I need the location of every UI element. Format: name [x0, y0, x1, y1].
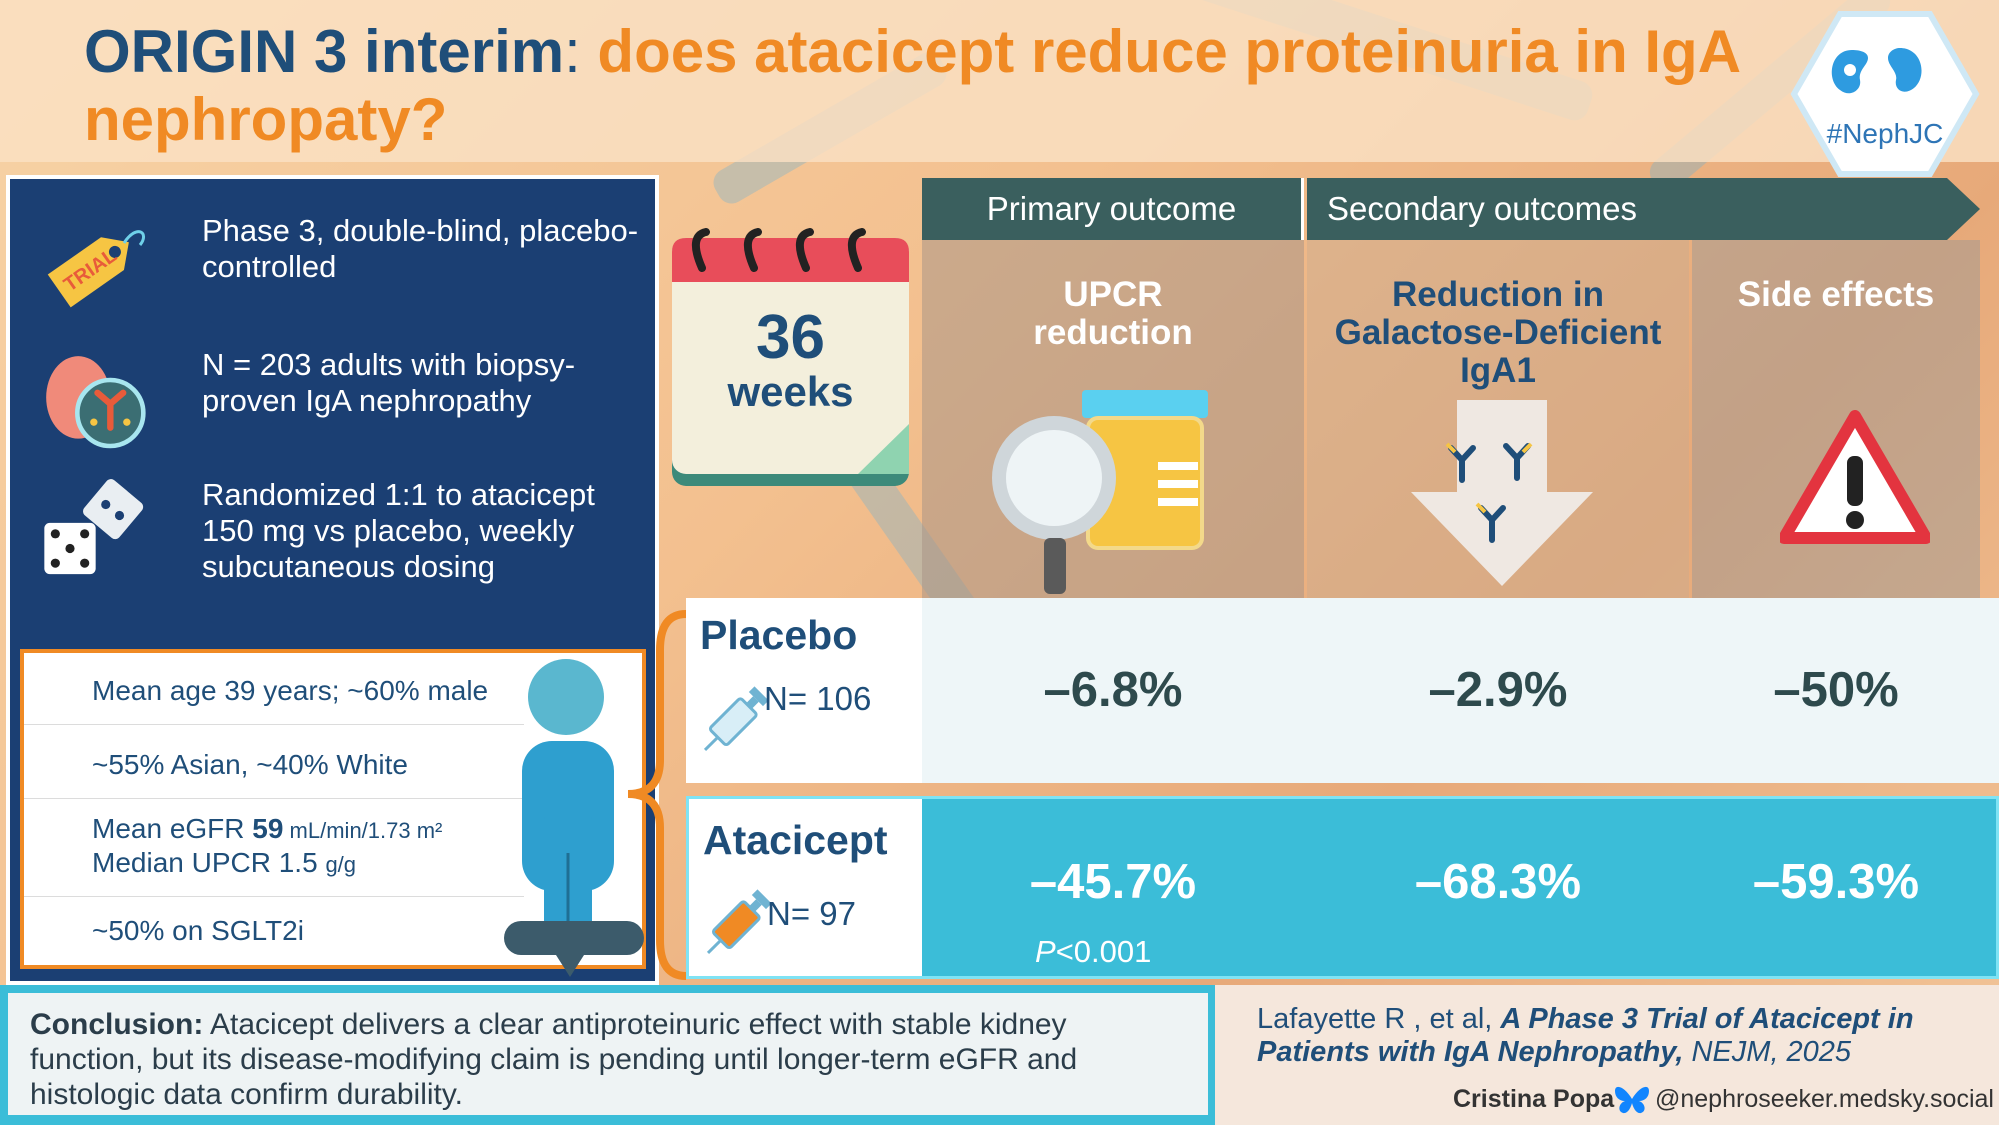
atacicept-side-effects-value: –59.3%	[1752, 855, 1920, 909]
title-question: does atacicept reduce proteinuria in IgA…	[84, 18, 1739, 153]
design-text: N = 203 adults with biopsy-proven IgA ne…	[202, 347, 576, 418]
gdiga1-title: Reduction in Galactose-Deficient IgA1	[1334, 275, 1662, 390]
arrow-banner-icon	[1307, 178, 1980, 240]
atacicept-arm-name: Atacicept	[703, 817, 888, 863]
egfr-value: 59	[252, 813, 284, 844]
secondary-outcomes-header: Secondary outcomes	[1307, 178, 1980, 240]
placebo-gdiga1-value: –2.9%	[1428, 663, 1568, 717]
atacicept-label-cell: Atacicept N= 97	[689, 799, 922, 976]
study-design-panel: TRIAL Phase 3, double-blind, placebo-con…	[6, 175, 659, 985]
demographics-row: Mean eGFR 59 mL/min/1.73 m² Median UPCR …	[24, 799, 524, 897]
p-threshold: <0.001	[1055, 934, 1152, 969]
conclusion-text: Atacicept delivers a clear antiproteinur…	[30, 1008, 1078, 1111]
upcr-label: Median UPCR 1.5	[92, 847, 326, 878]
p-value: P<0.001	[1035, 934, 1151, 970]
atacicept-n: N= 97	[767, 895, 856, 932]
kidney-icon	[1888, 48, 1922, 92]
column-title: Reduction in Galactose-Deficient IgA1	[1307, 276, 1689, 390]
demographics-text: ~55% Asian, ~40% White	[92, 749, 408, 780]
badge-label: #NephJC	[1826, 118, 1944, 149]
upcr-title: UPCR reduction	[1033, 275, 1193, 352]
trial-tag-icon: TRIAL	[47, 230, 146, 308]
demographics-row: Mean age 39 years; ~60% male	[24, 653, 524, 725]
bracket-connector	[627, 610, 687, 980]
atacicept-gdiga1-value: –68.3%	[1414, 855, 1582, 909]
design-feature: TRIAL Phase 3, double-blind, placebo-con…	[10, 213, 650, 323]
placebo-upcr-value: –6.8%	[1043, 663, 1183, 717]
demographics-row: ~50% on SGLT2i	[24, 897, 524, 965]
duration-number: 36	[756, 303, 825, 372]
conclusion-label: Conclusion:	[30, 1008, 204, 1041]
design-feature: N = 203 adults with biopsy-proven IgA ne…	[10, 347, 650, 467]
duration-unit: weeks	[727, 368, 854, 415]
demographics-text: Mean age 39 years; ~60% male	[92, 675, 489, 706]
syringe-icon	[706, 889, 772, 955]
kidney-icon	[1831, 50, 1868, 94]
placebo-arm-name: Placebo	[700, 612, 858, 658]
demographics-box: Mean age 39 years; ~60% male ~55% Asian,…	[20, 649, 646, 977]
column-title: UPCR reduction	[922, 276, 1304, 352]
placebo-n: N= 106	[764, 680, 872, 717]
nephjc-badge: #NephJC	[1790, 10, 1980, 178]
footer: Conclusion: Atacicept delivers a clear a…	[0, 985, 1999, 1125]
person-icon	[504, 659, 644, 977]
atacicept-upcr-value: –45.7%	[1029, 855, 1197, 909]
design-feature: Randomized 1:1 to atacicept 150 mg vs pl…	[10, 477, 650, 597]
urine-sample-magnifier-icon	[992, 390, 1208, 594]
p-letter: P	[1035, 934, 1056, 969]
title-colon: :	[564, 18, 581, 85]
egfr-unit: mL/min/1.73 m²	[283, 818, 443, 843]
syringe-icon	[703, 686, 769, 752]
demographics-row: ~55% Asian, ~40% White	[24, 725, 524, 799]
placebo-side-effects-value: –50%	[1773, 663, 1899, 717]
title-trial-name: ORIGIN 3 interim	[84, 18, 565, 85]
warning-icon	[1780, 410, 1930, 544]
citation-authors: Lafayette R , et al,	[1257, 1003, 1501, 1035]
side-effects-title: Side effects	[1737, 275, 1935, 314]
kidney-antibody-icon	[46, 356, 146, 449]
citation-journal: NEJM, 2025	[1683, 1036, 1852, 1068]
design-text: Phase 3, double-blind, placebo-controlle…	[202, 213, 639, 284]
citation-title: A Phase 3 Trial of Atacicept in Patients…	[1257, 1003, 1914, 1068]
citation-text: Lafayette R , et al, A Phase 3 Trial of …	[1257, 1003, 1977, 1069]
placebo-row: Placebo N= 106 –6.8% –2.9% –50%	[686, 598, 1999, 783]
demographics-text: ~50% on SGLT2i	[92, 915, 304, 946]
upcr-unit: g/g	[325, 852, 357, 877]
calendar-icon: 36 weeks	[668, 228, 913, 490]
hexagon-icon	[1790, 11, 1980, 177]
egfr-label: Mean eGFR	[92, 813, 253, 844]
header: ORIGIN 3 interim: does atacicept reduce …	[0, 0, 1999, 177]
bluesky-butterfly-icon	[1615, 1086, 1649, 1114]
atacicept-row: Atacicept N= 97 –45.7% P<0.001 –68.3% –5…	[686, 796, 1999, 979]
design-text: Randomized 1:1 to atacicept 150 mg vs pl…	[202, 477, 595, 584]
calendar-graphic	[672, 228, 909, 486]
down-arrow-antibody-icon	[1411, 400, 1593, 586]
citation-box: Lafayette R , et al, A Phase 3 Trial of …	[1215, 985, 1999, 1125]
placebo-label-cell: Placebo N= 106	[686, 598, 922, 783]
outcome-column-side-effects: Side effects	[1692, 240, 1980, 598]
outcome-column-gdiga1: Reduction in Galactose-Deficient IgA1	[1307, 240, 1689, 598]
author-name: Cristina Popa	[1453, 1085, 1615, 1113]
outcome-column-upcr: UPCR reduction	[922, 240, 1304, 598]
outcome-header: Primary outcome Secondary outcomes	[922, 178, 1980, 240]
page-title: ORIGIN 3 interim: does atacicept reduce …	[84, 18, 1744, 154]
conclusion-box: Conclusion: Atacicept delivers a clear a…	[8, 993, 1208, 1115]
primary-outcome-label: Primary outcome	[922, 178, 1304, 240]
dice-icon	[44, 479, 144, 575]
secondary-outcomes-label: Secondary outcomes	[1327, 190, 1638, 227]
social-handle[interactable]: @nephroseeker.medsky.social	[1655, 1085, 1994, 1113]
